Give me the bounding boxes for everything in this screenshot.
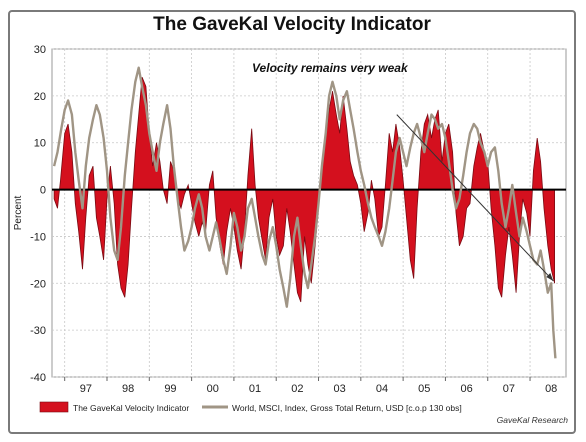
x-tick-label: 03 (334, 383, 346, 395)
source-note: GaveKal Research (496, 415, 568, 425)
x-tick-label: 04 (376, 383, 388, 395)
x-tick-label: 05 (418, 383, 430, 395)
chart-title: The GaveKal Velocity Indicator (153, 14, 431, 35)
x-tick-label: 02 (291, 383, 303, 395)
y-tick-label: 20 (34, 91, 46, 103)
x-tick-label: 99 (164, 383, 176, 395)
x-tick-label: 97 (80, 383, 92, 395)
msci-world-line (52, 66, 557, 359)
y-tick-label: -10 (30, 231, 46, 243)
y-tick-label: -30 (30, 325, 46, 337)
y-tick-label: -40 (30, 372, 46, 384)
x-tick-label: 01 (249, 383, 261, 395)
x-tick-label: 07 (503, 383, 515, 395)
annotation-text: Velocity remains very weak (252, 61, 409, 75)
legend-swatch-area (39, 401, 69, 413)
annotation-arrow (396, 114, 554, 282)
velocity-indicator-area (53, 76, 555, 303)
legend-label-velocity: The GaveKal Velocity Indicator (73, 403, 189, 413)
x-tick-label: 00 (207, 383, 219, 395)
y-tick-label: 0 (40, 185, 46, 197)
x-tick-label: 98 (122, 383, 134, 395)
y-tick-label: 10 (34, 138, 46, 150)
x-tick-label: 08 (545, 383, 557, 395)
y-tick-label: 30 (34, 44, 46, 56)
y-tick-label: -20 (30, 278, 46, 290)
x-tick-label: 06 (460, 383, 472, 395)
legend-label-msci: World, MSCI, Index, Gross Total Return, … (232, 403, 462, 413)
annotation-arrowhead (546, 272, 554, 281)
y-axis-label: Percent (13, 196, 24, 231)
